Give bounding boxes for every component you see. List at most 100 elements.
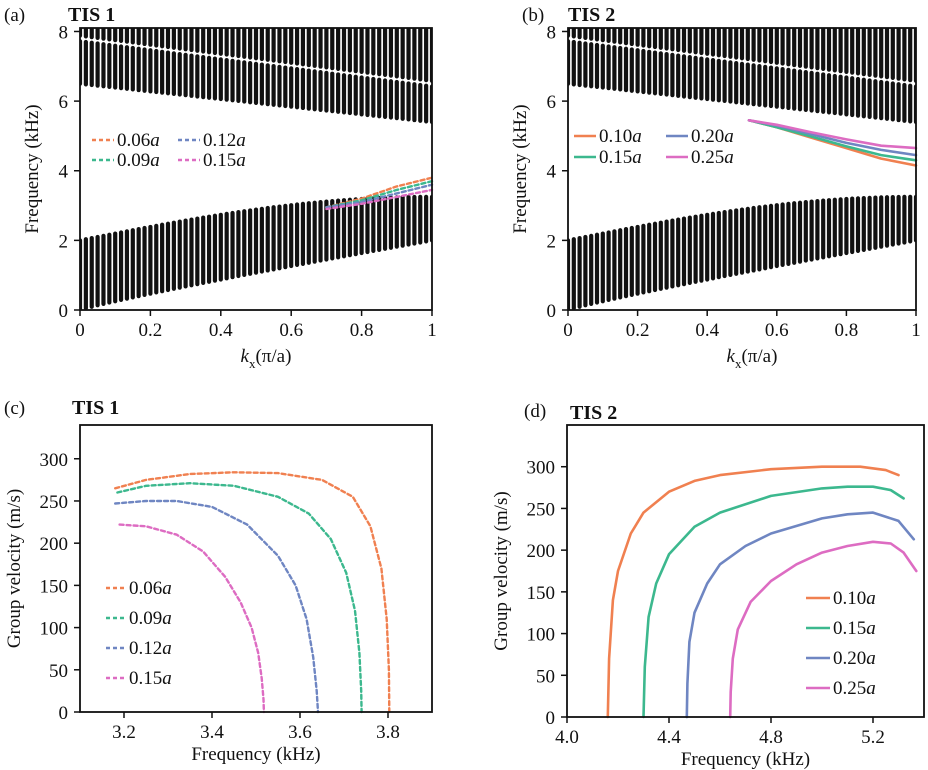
- series-0.20a: [685, 511, 916, 719]
- y-tick-label: 2: [547, 231, 557, 252]
- y-tick-label: 0: [59, 703, 69, 724]
- x-axis-label: Frequency (kHz): [681, 749, 810, 770]
- legend-unit: a: [724, 147, 734, 168]
- x-tick-label: 0.6: [765, 320, 789, 341]
- series-0.06a: [114, 471, 391, 714]
- y-tick-label: 150: [40, 576, 69, 597]
- series-0.12a: [325, 183, 434, 209]
- legend-value: 0.20: [833, 648, 866, 669]
- panel-title: TIS 2: [568, 4, 615, 26]
- panel-label: (c): [4, 398, 25, 419]
- legend-label: 0.15a: [833, 618, 876, 639]
- series-0.10a: [606, 465, 900, 719]
- y-tick-label: 8: [547, 22, 557, 43]
- x-tick-label: 0.8: [350, 320, 374, 341]
- y-tick-label: 250: [40, 492, 69, 513]
- panel-label: (d): [524, 401, 546, 422]
- y-tick-label: 200: [527, 541, 556, 562]
- legend-value: 0.10: [599, 126, 632, 147]
- x-tick-label: 0.8: [835, 320, 859, 341]
- x-tick-label: 0.4: [209, 320, 233, 341]
- legend-unit: a: [150, 150, 160, 171]
- x-tick-label: 0: [563, 320, 573, 341]
- x-tick-label: 4.0: [555, 727, 579, 748]
- x-tick-label: 3.2: [112, 722, 136, 743]
- plot-frame: [79, 424, 433, 713]
- y-tick-label: 4: [59, 162, 69, 183]
- legend-label: 0.06a: [129, 578, 172, 599]
- series-0.09a: [116, 482, 363, 714]
- series-0.15a: [118, 523, 266, 714]
- legend-label: 0.06a: [117, 130, 160, 151]
- legend-unit: a: [632, 147, 642, 168]
- y-axis-label: Frequency (kHz): [22, 104, 43, 233]
- legend-label: 0.10a: [833, 588, 876, 609]
- legend-label: 0.20a: [833, 648, 876, 669]
- x-tick-label: 0: [75, 320, 85, 341]
- bulk-bands: [568, 28, 916, 310]
- legend-unit: a: [236, 130, 246, 151]
- legend-value: 0.06: [117, 130, 150, 151]
- legend-unit: a: [866, 678, 876, 699]
- y-tick-label: 6: [59, 92, 69, 113]
- y-tick-label: 0: [547, 301, 557, 322]
- y-tick-label: 0: [59, 301, 69, 322]
- panel-title: TIS 1: [68, 4, 115, 26]
- legend-unit: a: [150, 130, 160, 151]
- legend-value: 0.20: [691, 126, 724, 147]
- x-tick-label: 0.2: [139, 320, 163, 341]
- x-tick-label: 5.2: [861, 727, 885, 748]
- y-tick-label: 8: [59, 22, 69, 43]
- legend-unit: a: [162, 578, 172, 599]
- legend-value: 0.09: [129, 608, 162, 629]
- x-axis-label-sub: x: [249, 356, 256, 371]
- legend-label: 0.20a: [691, 126, 734, 147]
- legend-value: 0.25: [833, 678, 866, 699]
- x-tick-label: 1: [911, 320, 921, 341]
- y-axis-label: Group velocity (m/s): [4, 489, 25, 648]
- x-tick-label: 0.2: [626, 320, 650, 341]
- legend-value: 0.15: [203, 150, 236, 171]
- legend-value: 0.15: [129, 668, 162, 689]
- series-0.15a: [325, 188, 434, 211]
- legend-label: 0.15a: [203, 150, 246, 171]
- legend-unit: a: [162, 638, 172, 659]
- x-axis-label: Frequency (kHz): [191, 744, 320, 765]
- legend-unit: a: [162, 668, 172, 689]
- x-axis-label: kx(π/a): [241, 346, 292, 371]
- legend-label: 0.09a: [117, 150, 160, 171]
- x-axis-label-tail: (π/a): [255, 346, 291, 367]
- x-axis-label-tail: (π/a): [741, 346, 777, 367]
- plot-frame: [566, 424, 925, 718]
- panel-title: TIS 1: [72, 397, 119, 419]
- x-tick-label: 0.4: [695, 320, 719, 341]
- legend-unit: a: [236, 150, 246, 171]
- legend-value: 0.06: [129, 578, 162, 599]
- legend-unit: a: [162, 608, 172, 629]
- legend-unit: a: [632, 126, 642, 147]
- y-tick-label: 300: [40, 450, 69, 471]
- legend-label: 0.25a: [691, 147, 734, 168]
- y-tick-label: 6: [547, 92, 557, 113]
- legend-unit: a: [866, 648, 876, 669]
- legend-label: 0.25a: [833, 678, 876, 699]
- series-0.25a: [747, 119, 918, 150]
- y-axis-label: Group velocity (m/s): [491, 491, 512, 650]
- legend-unit: a: [866, 618, 876, 639]
- panel-2: (b) TIS 2 0 0.2 0.4 0.6 0.8 1 0 2 4 6 8 kx(π/a) Freque…: [510, 4, 921, 371]
- legend-label: 0.12a: [129, 638, 172, 659]
- y-tick-label: 0: [546, 708, 556, 729]
- legend-value: 0.09: [117, 150, 150, 171]
- series-0.15a: [747, 119, 918, 162]
- y-tick-label: 200: [40, 534, 69, 555]
- y-tick-label: 50: [536, 666, 555, 687]
- x-tick-label: 3.4: [200, 722, 224, 743]
- y-tick-label: 50: [49, 661, 68, 682]
- x-axis-label: kx(π/a): [727, 346, 778, 371]
- y-tick-label: 300: [527, 458, 556, 479]
- legend-label: 0.09a: [129, 608, 172, 629]
- panel-label: (b): [522, 5, 544, 26]
- series-0.25a: [728, 540, 918, 719]
